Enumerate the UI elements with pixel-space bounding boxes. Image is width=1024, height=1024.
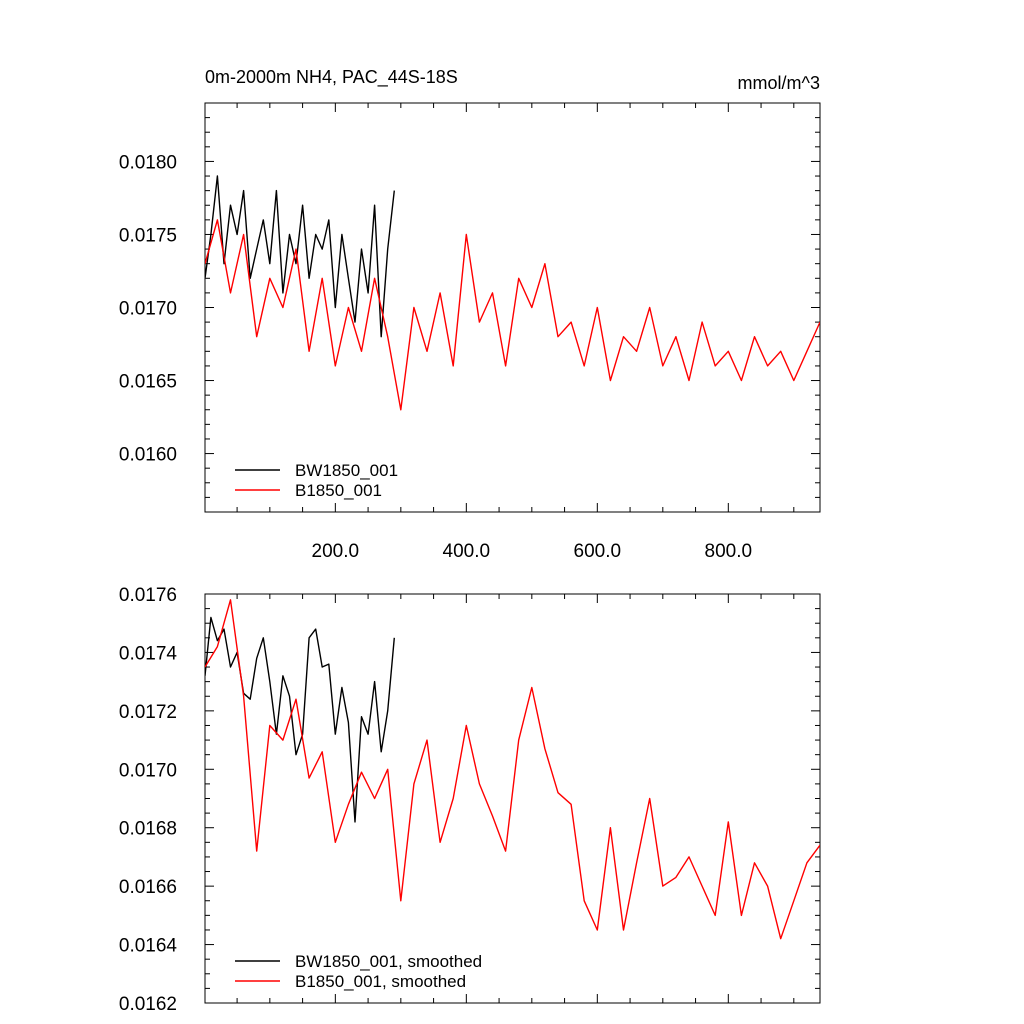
bottom-y-tick-label: 0.0166 — [119, 877, 177, 898]
bottom-panel: 0.0162 0.0164 0.0166 0.0168 0.0170 0.0172 0.01… — [119, 585, 821, 1015]
top-title: 0m-2000m NH4, PAC_44S-18S — [205, 67, 458, 88]
bottom-y-ticks — [205, 593, 820, 1004]
bottom-legend-label-2: B1850_001, smoothed — [295, 972, 466, 991]
bottom-series-group — [205, 599, 820, 940]
bottom-y-tick-label: 0.0174 — [119, 643, 178, 664]
top-series-group — [205, 175, 820, 411]
top-series-line-2 — [205, 219, 820, 411]
bottom-legend-label-1: BW1850_001, smoothed — [295, 952, 482, 971]
bottom-y-tick-label: 0.0162 — [119, 994, 177, 1015]
bottom-series-line-1 — [205, 616, 395, 823]
top-y-tick-label: 0.0175 — [119, 225, 177, 246]
bottom-y-tick-label: 0.0164 — [119, 936, 178, 957]
top-y-tick-label: 0.0170 — [119, 299, 177, 320]
top-y-tick-label: 0.0180 — [119, 152, 177, 173]
bottom-series-line-2 — [205, 599, 820, 940]
top-x-tick-label: 200.0 — [312, 541, 360, 562]
bottom-y-tick-label: 0.0168 — [119, 819, 177, 840]
bottom-y-tick-label: 0.0170 — [119, 760, 177, 781]
top-legend-label-2: B1850_001 — [295, 481, 382, 500]
top-y-ticks — [205, 102, 820, 513]
top-legend-label-1: BW1850_001 — [295, 461, 398, 480]
top-x-tick-label: 600.0 — [574, 541, 622, 562]
top-plot-frame — [204, 102, 821, 513]
top-units: mmol/m^3 — [738, 73, 820, 93]
bottom-y-tick-label: 0.0176 — [119, 585, 177, 606]
top-x-tick-label: 800.0 — [705, 541, 753, 562]
top-y-tick-label: 0.0160 — [119, 445, 177, 466]
top-y-tick-label: 0.0165 — [119, 372, 177, 393]
bottom-x-ticks — [236, 594, 795, 1003]
top-panel: 200.0 400.0 600.0 800.0 0.0160 0.0165 0.0170 0.… — [119, 67, 821, 562]
top-series-line-1 — [205, 175, 395, 338]
bottom-y-tick-label: 0.0172 — [119, 702, 177, 723]
top-x-ticks — [236, 103, 795, 512]
top-x-tick-label: 400.0 — [443, 541, 491, 562]
